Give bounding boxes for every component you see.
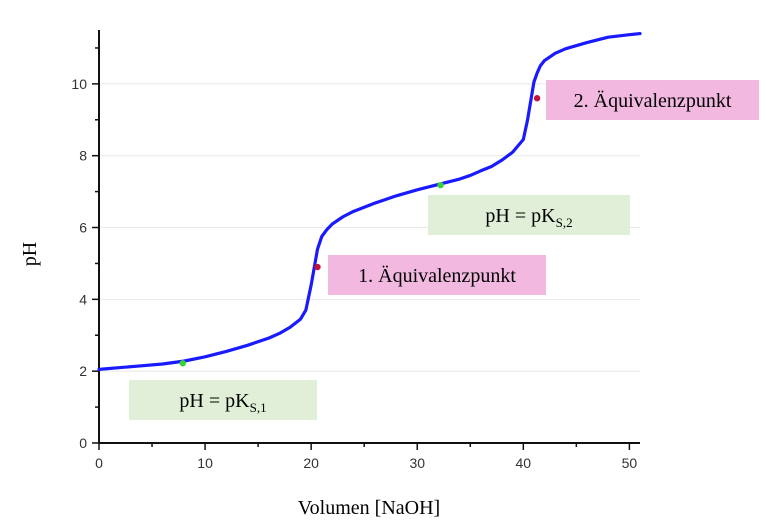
- pks-label: pH = pKS,1: [129, 380, 317, 420]
- label-background: [328, 255, 546, 295]
- curve-layer: [97, 31, 642, 371]
- equivalence-point-marker: [314, 263, 321, 271]
- y-tick-label: 10: [71, 76, 87, 92]
- y-tick-label: 2: [79, 363, 87, 379]
- label-main-text: pH = pK: [179, 390, 250, 412]
- pks-label: pH = pKS,2: [428, 195, 630, 235]
- ticks: 0 10 20 30 40 50 0 2 4 6 8 10: [71, 47, 638, 471]
- label-subscript: S,2: [556, 215, 573, 230]
- titration-curve: [97, 31, 642, 371]
- y-tick-label: 0: [79, 435, 87, 451]
- equivalence-label: 1. Äquivalenzpunkt: [328, 255, 546, 295]
- x-tick-label: 40: [516, 455, 532, 471]
- label-background: [546, 80, 759, 120]
- y-axis-label: pH: [19, 242, 41, 266]
- label-background: [129, 380, 317, 420]
- x-tick-label: 20: [303, 455, 319, 471]
- label-subscript: S,1: [250, 400, 267, 415]
- y-tick-label: 6: [79, 220, 87, 236]
- label-text: 1. Äquivalenzpunkt: [358, 264, 516, 287]
- x-tick-label: 30: [409, 455, 425, 471]
- y-tick-label: 4: [79, 291, 87, 307]
- x-tick-label: 10: [197, 455, 213, 471]
- grid: [99, 83, 640, 372]
- half-equivalence-point-marker: [179, 360, 187, 367]
- equivalence-label: 2. Äquivalenzpunkt: [546, 80, 759, 120]
- label-background: [428, 195, 630, 235]
- label-main-text: pH = pK: [485, 205, 556, 227]
- label-text: 2. Äquivalenzpunkt: [574, 89, 732, 112]
- label-text: pH = pKS,2: [485, 205, 572, 230]
- y-tick-label: 8: [79, 148, 87, 164]
- axes: [98, 30, 640, 444]
- x-tick-label: 50: [622, 455, 638, 471]
- label-main-text: 1. Äquivalenzpunkt: [358, 264, 516, 287]
- x-axis-label: Volumen [NaOH]: [298, 497, 440, 519]
- x-tick-label: 0: [95, 455, 103, 471]
- points-layer: [179, 95, 541, 367]
- equivalence-point-marker: [533, 95, 541, 102]
- label-text: pH = pKS,1: [179, 390, 266, 415]
- half-equivalence-point-marker: [437, 181, 444, 189]
- label-main-text: 2. Äquivalenzpunkt: [574, 89, 732, 112]
